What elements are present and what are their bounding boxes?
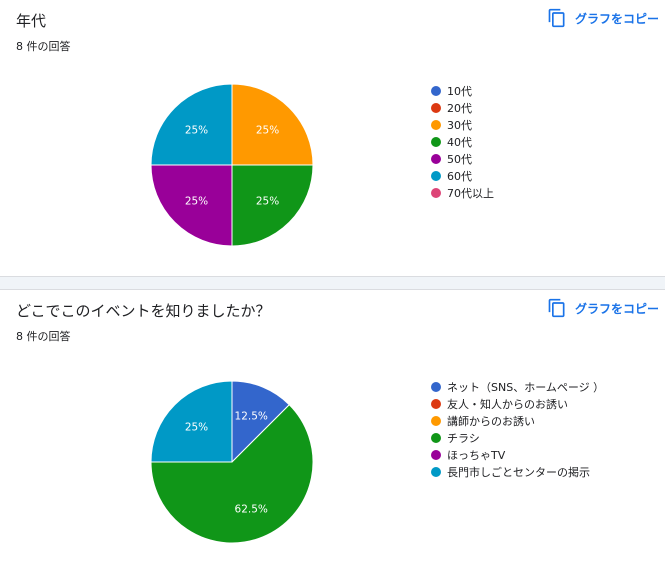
legend-label: 30代 xyxy=(447,118,472,132)
slice-value-label: 62.5% xyxy=(235,503,268,515)
copy-chart-label: グラフをコピー xyxy=(574,11,659,26)
legend-swatch xyxy=(431,119,441,130)
legend-swatch xyxy=(431,415,441,426)
pie-slice xyxy=(150,83,233,166)
chart-legend: ネット（SNS、ホームページ ） 友人・知人からのお誘い 講師からのお誘い チラシほっ… xyxy=(431,378,604,480)
response-count: 8 件の回答 xyxy=(16,40,71,53)
slice-value-label: 25% xyxy=(185,196,208,208)
legend-item: 30代 xyxy=(431,116,494,133)
chart-card-source: どこでこのイベントを知りましたか？ 8 件の回答 グラフをコピー 12.5% 62… xyxy=(0,290,665,565)
legend-swatch xyxy=(431,432,441,443)
legend-item: 長門市しごとセンターの掲示 xyxy=(431,463,604,480)
legend-item: 40代 xyxy=(431,133,494,150)
pie-slice xyxy=(150,380,233,463)
legend-item: 講師からのお誘い xyxy=(431,412,604,429)
legend-swatch xyxy=(431,398,441,409)
pie-chart: 25% 25% 25% 25% xyxy=(150,83,314,247)
pie-slice xyxy=(231,380,290,464)
pie-slice xyxy=(150,164,233,247)
response-count: 8 件の回答 xyxy=(16,330,71,343)
slice-value-label: 25% xyxy=(185,124,208,136)
legend-label: チラシ xyxy=(447,431,480,445)
question-title: どこでこのイベントを知りましたか？ xyxy=(16,302,271,320)
copy-chart-button[interactable]: グラフをコピー xyxy=(547,8,659,28)
copy-icon xyxy=(548,298,565,318)
legend-label: ネット（SNS、ホームページ ） xyxy=(447,380,605,394)
chart-legend: 10代 20代 30代 40代 50代 60代 70代以上 xyxy=(431,82,494,201)
legend-item: 60代 xyxy=(431,167,494,184)
pie-chart: 12.5% 62.5% 25% xyxy=(150,380,314,544)
legend-item: 20代 xyxy=(431,99,494,116)
copy-chart-button[interactable]: グラフをコピー xyxy=(547,298,659,318)
legend-swatch xyxy=(431,136,441,147)
legend-swatch xyxy=(431,85,441,96)
copy-icon xyxy=(548,8,565,28)
legend-swatch xyxy=(431,449,441,460)
legend-label: 20代 xyxy=(447,101,472,115)
legend-item: ほっちゃTV xyxy=(431,446,604,463)
legend-swatch xyxy=(431,381,441,392)
legend-item: 50代 xyxy=(431,150,494,167)
legend-swatch xyxy=(431,102,441,113)
pie-slice xyxy=(231,164,314,247)
legend-label: 講師からのお誘い xyxy=(447,414,535,428)
legend-item: 70代以上 xyxy=(431,184,494,201)
legend-label: 40代 xyxy=(447,135,472,149)
legend-item: ネット（SNS、ホームページ ） xyxy=(431,378,604,395)
slice-value-label: 25% xyxy=(256,124,279,136)
chart-card-age: 年代 8 件の回答 グラフをコピー 25% 25% 25% 25% 10代 20代 30代… xyxy=(0,0,665,276)
copy-chart-label: グラフをコピー xyxy=(574,301,659,316)
legend-label: 70代以上 xyxy=(447,186,494,200)
section-divider xyxy=(0,276,665,290)
slice-value-label: 12.5% xyxy=(235,411,268,423)
legend-label: 50代 xyxy=(447,152,472,166)
legend-label: 10代 xyxy=(447,84,472,98)
legend-label: 60代 xyxy=(447,169,472,183)
legend-item: チラシ xyxy=(431,429,604,446)
legend-swatch xyxy=(431,466,441,477)
legend-swatch xyxy=(431,187,441,198)
question-title: 年代 xyxy=(16,12,47,30)
legend-item: 10代 xyxy=(431,82,494,99)
legend-swatch xyxy=(431,170,441,181)
slice-value-label: 25% xyxy=(256,196,279,208)
legend-label: 友人・知人からのお誘い xyxy=(447,397,568,411)
pie-slice xyxy=(231,83,314,166)
slice-value-label: 25% xyxy=(185,421,208,433)
legend-swatch xyxy=(431,153,441,164)
pie-slice xyxy=(150,404,314,544)
legend-label: ほっちゃTV xyxy=(447,448,506,462)
legend-label: 長門市しごとセンターの掲示 xyxy=(447,465,590,479)
legend-item: 友人・知人からのお誘い xyxy=(431,395,604,412)
